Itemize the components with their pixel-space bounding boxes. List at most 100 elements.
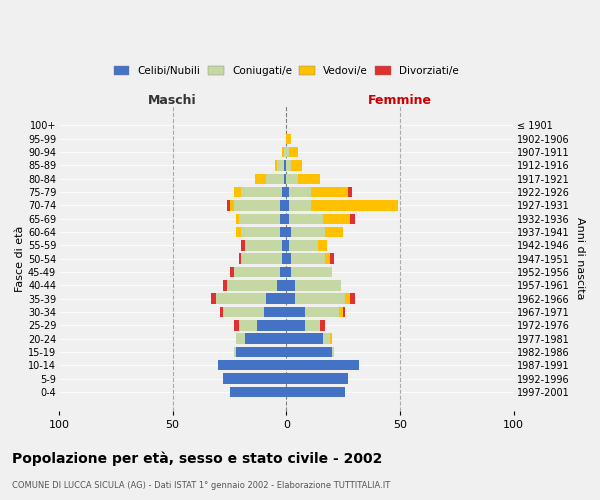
Bar	[234, 320, 239, 330]
Bar	[280, 227, 286, 237]
Bar	[280, 200, 286, 210]
Bar	[275, 160, 277, 170]
Bar	[350, 214, 355, 224]
Bar	[241, 240, 245, 250]
Bar	[295, 280, 341, 290]
Bar	[263, 307, 286, 317]
Bar	[286, 320, 305, 330]
Bar	[216, 294, 266, 304]
Bar	[323, 214, 350, 224]
Bar	[320, 320, 325, 330]
Bar	[311, 187, 348, 198]
Bar	[282, 187, 286, 198]
Bar	[241, 227, 280, 237]
Bar	[277, 280, 286, 290]
Bar	[329, 254, 334, 264]
Bar	[230, 200, 234, 210]
Bar	[266, 174, 284, 184]
Bar	[223, 374, 286, 384]
Bar	[311, 200, 398, 210]
Bar	[329, 334, 332, 344]
Legend: Celibi/Nubili, Coniugati/e, Vedovi/e, Divorziati/e: Celibi/Nubili, Coniugati/e, Vedovi/e, Di…	[110, 63, 462, 80]
Bar	[286, 334, 323, 344]
Bar	[291, 267, 332, 277]
Bar	[241, 254, 282, 264]
Bar	[282, 147, 284, 158]
Bar	[280, 214, 286, 224]
Bar	[286, 360, 359, 370]
Bar	[286, 214, 289, 224]
Bar	[286, 294, 295, 304]
Bar	[282, 254, 286, 264]
Bar	[234, 347, 236, 357]
Bar	[289, 214, 323, 224]
Bar	[286, 160, 291, 170]
Bar	[289, 147, 298, 158]
Bar	[223, 307, 263, 317]
Text: COMUNE DI LUCCA SICULA (AG) - Dati ISTAT 1° gennaio 2002 - Elaborazione TUTTITAL: COMUNE DI LUCCA SICULA (AG) - Dati ISTAT…	[12, 480, 390, 490]
Bar	[277, 160, 284, 170]
Bar	[241, 187, 282, 198]
Bar	[325, 227, 343, 237]
Bar	[220, 307, 223, 317]
Bar	[286, 174, 298, 184]
Y-axis label: Anni di nascita: Anni di nascita	[575, 218, 585, 300]
Bar	[286, 307, 305, 317]
Bar	[286, 347, 332, 357]
Bar	[286, 200, 289, 210]
Text: Popolazione per età, sesso e stato civile - 2002: Popolazione per età, sesso e stato civil…	[12, 451, 382, 466]
Bar	[350, 294, 355, 304]
Bar	[346, 294, 350, 304]
Bar	[286, 386, 346, 397]
Bar	[338, 307, 343, 317]
Bar	[223, 280, 227, 290]
Bar	[286, 147, 289, 158]
Bar	[218, 360, 286, 370]
Bar	[286, 280, 295, 290]
Bar	[318, 240, 327, 250]
Bar	[234, 187, 241, 198]
Bar	[325, 254, 329, 264]
Bar	[282, 240, 286, 250]
Bar	[230, 386, 286, 397]
Bar	[343, 307, 346, 317]
Bar	[236, 227, 241, 237]
Bar	[257, 320, 286, 330]
Bar	[348, 187, 352, 198]
Bar	[291, 254, 325, 264]
Bar	[227, 280, 277, 290]
Bar	[236, 334, 245, 344]
Bar	[236, 347, 286, 357]
Bar	[230, 267, 234, 277]
Text: Femmine: Femmine	[368, 94, 432, 108]
Bar	[323, 334, 329, 344]
Bar	[284, 174, 286, 184]
Bar	[289, 187, 311, 198]
Bar	[291, 160, 302, 170]
Bar	[291, 227, 325, 237]
Bar	[239, 214, 280, 224]
Bar	[266, 294, 286, 304]
Bar	[254, 174, 266, 184]
Bar	[286, 267, 291, 277]
Bar	[286, 374, 348, 384]
Bar	[211, 294, 216, 304]
Bar	[245, 334, 286, 344]
Bar	[289, 240, 318, 250]
Bar	[245, 240, 282, 250]
Bar	[234, 200, 280, 210]
Y-axis label: Fasce di età: Fasce di età	[15, 226, 25, 292]
Bar	[295, 294, 346, 304]
Bar	[239, 254, 241, 264]
Text: Maschi: Maschi	[148, 94, 197, 108]
Bar	[236, 214, 239, 224]
Bar	[286, 187, 289, 198]
Bar	[284, 147, 286, 158]
Bar	[286, 254, 291, 264]
Bar	[284, 160, 286, 170]
Bar	[332, 347, 334, 357]
Bar	[305, 307, 338, 317]
Bar	[305, 320, 320, 330]
Bar	[298, 174, 320, 184]
Bar	[286, 134, 291, 144]
